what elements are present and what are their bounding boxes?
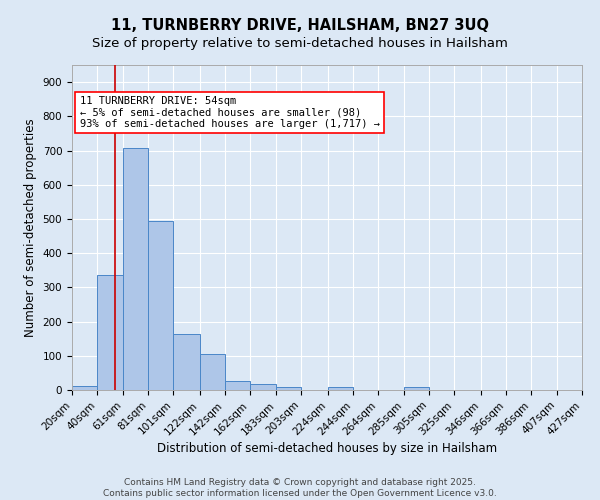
Text: Size of property relative to semi-detached houses in Hailsham: Size of property relative to semi-detach… <box>92 38 508 51</box>
Bar <box>148 222 173 390</box>
Bar <box>200 354 225 390</box>
Text: 11, TURNBERRY DRIVE, HAILSHAM, BN27 3UQ: 11, TURNBERRY DRIVE, HAILSHAM, BN27 3UQ <box>111 18 489 32</box>
Bar <box>404 388 429 390</box>
Bar <box>97 276 124 390</box>
Bar <box>124 148 148 390</box>
Bar <box>276 388 301 390</box>
Text: Contains HM Land Registry data © Crown copyright and database right 2025.
Contai: Contains HM Land Registry data © Crown c… <box>103 478 497 498</box>
Y-axis label: Number of semi-detached properties: Number of semi-detached properties <box>24 118 37 337</box>
Bar <box>173 334 200 390</box>
Bar <box>72 386 97 390</box>
Bar <box>328 388 353 390</box>
Bar <box>250 384 276 390</box>
Text: 11 TURNBERRY DRIVE: 54sqm
← 5% of semi-detached houses are smaller (98)
93% of s: 11 TURNBERRY DRIVE: 54sqm ← 5% of semi-d… <box>80 96 380 129</box>
Bar <box>225 382 250 390</box>
X-axis label: Distribution of semi-detached houses by size in Hailsham: Distribution of semi-detached houses by … <box>157 442 497 455</box>
